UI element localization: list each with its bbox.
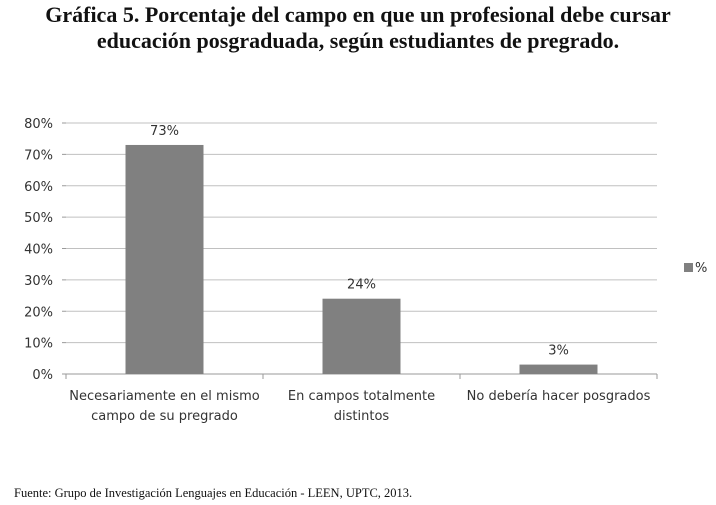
- bar: [322, 298, 401, 374]
- category-label: No debería hacer posgrados: [467, 389, 651, 404]
- chart-title-line-1: Gráfica 5. Porcentaje del campo en que u…: [45, 2, 671, 27]
- chart-title-line-2: educación posgraduada, según estudiantes…: [96, 28, 620, 53]
- y-tick-label: 0%: [32, 368, 53, 383]
- bar: [519, 364, 598, 374]
- source-note: Fuente: Grupo de Investigación Lenguajes…: [14, 486, 413, 500]
- y-tick-label: 60%: [24, 180, 53, 195]
- data-label: 73%: [150, 124, 179, 139]
- bar-chart: 0% 10% 20% 30% 40% 50% 60% 70% 80% 73% Necesariame…: [24, 117, 707, 424]
- legend-label: %: [695, 261, 707, 276]
- category-label: distintos: [334, 409, 390, 424]
- category-label: campo de su pregrado: [91, 409, 238, 424]
- y-tick-label: 80%: [24, 117, 53, 132]
- y-tick-label: 30%: [24, 274, 53, 289]
- y-tick-label: 70%: [24, 148, 53, 163]
- data-label: 3%: [548, 344, 569, 359]
- chart-title: Gráfica 5. Porcentaje del campo en que u…: [0, 2, 716, 54]
- y-tick-label: 10%: [24, 337, 53, 352]
- y-tick-label: 40%: [24, 243, 53, 258]
- data-label: 24%: [347, 278, 376, 293]
- y-tick-label: 50%: [24, 211, 53, 226]
- bar: [125, 144, 204, 374]
- y-tick-label: 20%: [24, 305, 53, 320]
- category-label: En campos totalmente: [288, 389, 435, 404]
- legend-swatch: [684, 263, 693, 272]
- category-label: Necesariamente en el mismo: [69, 389, 259, 404]
